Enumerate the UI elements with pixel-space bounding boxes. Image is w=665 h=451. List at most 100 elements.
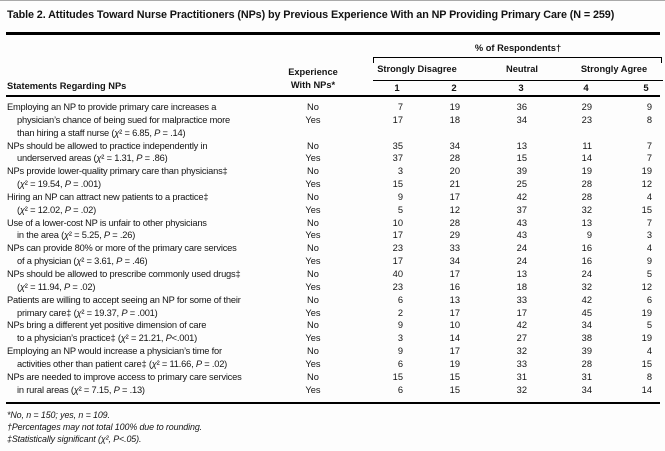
percent-value: 16: [449, 281, 460, 292]
percent-value: 14: [581, 153, 592, 164]
statement-line: NPs should be allowed to prescribe commo…: [7, 268, 241, 279]
percent-value: 9: [646, 102, 652, 112]
data-lines: No 7 19 36 29 9 Yes 17 18 34 23 8: [281, 101, 657, 140]
data-line: No 15 15 31 31 8: [281, 371, 657, 384]
percent-value: 19: [449, 358, 460, 369]
statement-cell: NPs bring a different yet positive dimen…: [7, 319, 281, 345]
col-header-scale-5: 5: [643, 83, 649, 94]
statement-line: Employing an NP to provide primary care …: [7, 102, 217, 112]
scale-group-underline: [373, 80, 663, 81]
table-row-group: NPs bring a different yet positive dimen…: [7, 319, 657, 345]
experience-value: Yes: [305, 179, 321, 190]
percent-value: 9: [397, 346, 403, 357]
percent-value: 37: [516, 204, 527, 215]
percent-value: 7: [646, 140, 652, 151]
data-line: Yes 3 14 27 38 19: [281, 332, 657, 345]
percent-value: 21: [449, 179, 460, 190]
percent-value: 38: [581, 333, 592, 344]
percent-value: 32: [581, 281, 592, 292]
statement-line: Employing an NP would increase a physici…: [7, 346, 222, 357]
percent-value: 23: [392, 243, 403, 254]
experience-value: Yes: [305, 230, 321, 241]
percent-value: 7: [646, 153, 652, 164]
data-line: Yes 23 16 18 32 12: [281, 281, 657, 294]
percent-value: 28: [449, 153, 460, 164]
percent-value: 19: [641, 166, 652, 177]
percent-value: 28: [581, 179, 592, 190]
percent-value: 9: [397, 191, 403, 202]
table-row-group: NPs should be allowed to practice indepe…: [7, 140, 657, 166]
statement-cell: Employing an NP would increase a physici…: [7, 345, 281, 371]
percent-value: 17: [516, 307, 527, 318]
percent-value: 3: [397, 333, 403, 344]
table-row-group: Employing an NP to provide primary care …: [7, 101, 657, 140]
percent-value: 8: [646, 371, 652, 382]
col-header-scale-2: 2: [451, 83, 457, 94]
experience-value: Yes: [305, 333, 321, 344]
data-lines: No 3 20 39 19 19 Yes 15 21 25 28 12: [281, 165, 657, 191]
percent-value: 43: [516, 230, 527, 241]
percent-value: 32: [516, 384, 527, 395]
percent-value: 19: [641, 307, 652, 318]
percent-value: 36: [516, 102, 527, 112]
statement-line: NPs should be allowed to practice indepe…: [7, 140, 208, 151]
statement-line: Hiring an NP can attract new patients to…: [7, 191, 209, 202]
statement-line: physician’s chance of being sued for mal…: [17, 114, 230, 125]
data-line: Yes 17 18 34 23 8: [281, 114, 657, 127]
percent-value: 17: [449, 346, 460, 357]
experience-value: Yes: [305, 384, 321, 395]
table-row-group: Hiring an NP can attract new patients to…: [7, 191, 657, 217]
percent-value: 24: [516, 256, 527, 267]
experience-value: Yes: [305, 358, 321, 369]
respondents-bracket: [373, 57, 662, 63]
table-title: Table 2. Attitudes Toward Nurse Practiti…: [7, 9, 615, 21]
statement-line: (χ² = 19.54, P = .001): [17, 179, 101, 190]
data-lines: No 9 17 32 39 4 Yes 6 19 33 28 15: [281, 345, 657, 371]
percent-value: 6: [397, 384, 403, 395]
percent-value: 13: [581, 217, 592, 228]
percent-value: 33: [516, 294, 527, 305]
statement-line: (χ² = 11.94, P = .02): [17, 281, 96, 292]
experience-value: No: [307, 346, 319, 357]
percent-value: 32: [516, 346, 527, 357]
statement-cell: NPs should be allowed to practice indepe…: [7, 140, 281, 166]
statement-line: in the area (χ² = 5.25, P = .26): [17, 230, 136, 241]
experience-value: Yes: [305, 281, 321, 292]
percent-value: 5: [397, 204, 403, 215]
data-line: No 9 17 32 39 4: [281, 345, 657, 358]
percent-value: 28: [449, 217, 460, 228]
percent-value: 6: [397, 294, 403, 305]
data-line: No 40 17 13 24 5: [281, 268, 657, 281]
table-row-group: Use of a lower-cost NP is unfair to othe…: [7, 217, 657, 243]
col-group-strongly-agree: Strongly Agree: [580, 64, 648, 74]
percent-value: 3: [397, 166, 403, 177]
statement-line: NPs provide lower-quality primary care t…: [7, 166, 228, 177]
statement-cell: Use of a lower-cost NP is unfair to othe…: [7, 217, 281, 243]
percent-value: 16: [581, 243, 592, 254]
data-lines: No 15 15 31 31 8 Yes 6 15 32 34 14: [281, 371, 657, 397]
percent-value: 28: [581, 191, 592, 202]
experience-column-header: Experience With NPs*: [281, 66, 345, 91]
data-line: Yes 15 21 25 28 12: [281, 178, 657, 191]
percent-value: 12: [449, 204, 460, 215]
percent-value: 34: [581, 384, 592, 395]
statement-cell: NPs should be allowed to prescribe commo…: [7, 268, 281, 294]
percent-value: 2: [397, 307, 403, 318]
col-group-neutral: Neutral: [505, 64, 539, 74]
statement-line: activities other than patient care‡ (χ² …: [17, 358, 228, 369]
data-line: No 6 13 33 42 6: [281, 294, 657, 307]
statement-line: NPs can provide 80% or more of the prima…: [7, 243, 237, 254]
data-line: Yes 6 15 32 34 14: [281, 384, 657, 397]
table-row-group: Patients are willing to accept seeing an…: [7, 294, 657, 320]
percent-value: 15: [392, 179, 403, 190]
header-body-rule: [6, 95, 660, 97]
data-line: Yes 2 17 17 45 19: [281, 307, 657, 320]
percent-value: 25: [516, 179, 527, 190]
percent-value: 9: [586, 230, 592, 241]
col-header-scale-4: 4: [583, 83, 589, 94]
percent-value: 24: [516, 243, 527, 254]
statement-cell: NPs can provide 80% or more of the prima…: [7, 242, 281, 268]
experience-value: Yes: [305, 114, 321, 125]
percent-value: 45: [581, 307, 592, 318]
data-line: Yes 5 12 37 32 15: [281, 204, 657, 217]
